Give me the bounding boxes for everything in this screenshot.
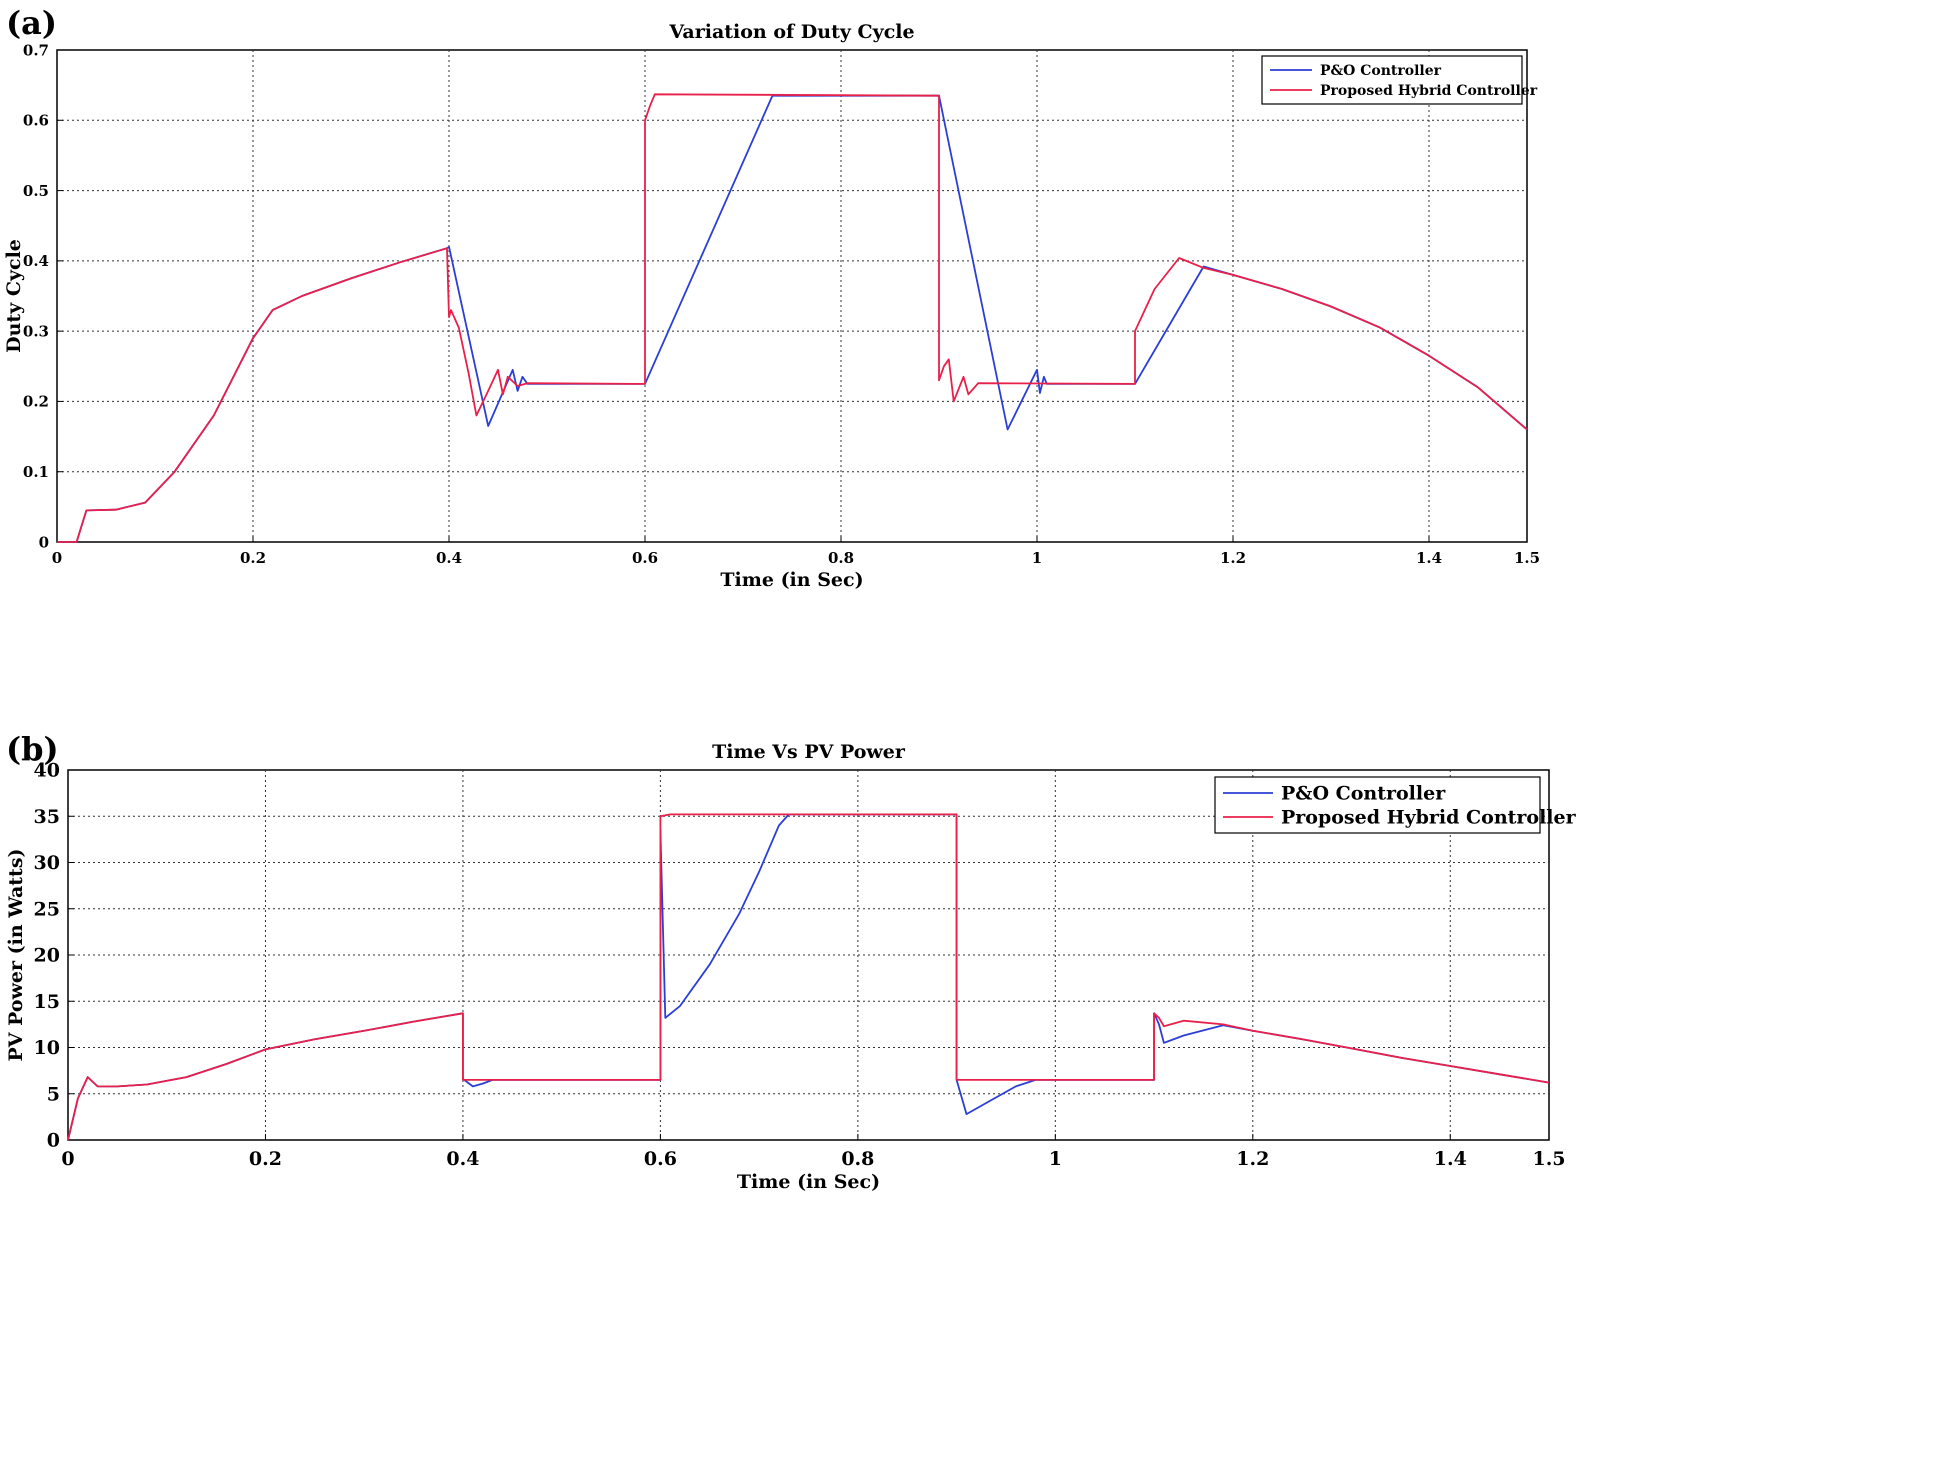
x-axis-label: Time (in Sec) (720, 569, 863, 591)
x-tick-label: 1.2 (1236, 1148, 1269, 1170)
y-tick-label: 20 (34, 945, 60, 967)
chart-panel-b: (b) 0 0.2 0.4 0.6 0.8 1 1.2 1.4 1.5 0 5 10 15 20 25 30 3… (0, 730, 1950, 1480)
legend-box (1261, 55, 1523, 105)
grid (57, 50, 1527, 542)
x-tick-label: 0.6 (632, 549, 658, 567)
y-tick-label: 0.5 (23, 182, 49, 200)
x-tick-label: 0.6 (644, 1148, 677, 1170)
x-tick-label: 1.4 (1416, 549, 1442, 567)
y-tick-label: 0.7 (23, 41, 49, 59)
y-tick-label: 5 (47, 1083, 60, 1105)
panel-label-b: (b) (6, 730, 59, 768)
x-tick-label: 1.5 (1532, 1148, 1565, 1170)
x-tick-label: 1 (1049, 1148, 1062, 1170)
y-tick-label: 0.4 (23, 252, 49, 270)
y-tick-label: 10 (34, 1037, 60, 1059)
chart-title: Variation of Duty Cycle (668, 21, 914, 43)
y-tick-label: 15 (34, 991, 60, 1013)
x-tick-label: 0.4 (436, 549, 462, 567)
legend-box (1214, 776, 1541, 834)
y-tick-label: 30 (34, 852, 60, 874)
legend: P&O Controller Proposed Hybrid Controller (1261, 55, 1538, 105)
panel-label-a: (a) (6, 4, 58, 42)
y-tick-label: 25 (34, 898, 60, 920)
x-tick-label: 0.2 (249, 1148, 282, 1170)
series-line-hybrid-controller (67, 813, 1550, 1141)
x-tick-label: 0 (52, 549, 62, 567)
y-tick-label: 0.2 (23, 393, 49, 411)
plot-area (56, 49, 1528, 543)
duty-cycle-chart: 0 0.2 0.4 0.6 0.8 1 1.2 1.4 1.5 0 0.1 0.2 0.3 0.4 0.5 0… (3, 21, 1540, 591)
y-tick-label: 40 (34, 760, 60, 782)
y-axis-label: PV Power (in Watts) (5, 848, 27, 1061)
x-tick-label: 0.2 (240, 549, 266, 567)
y-tick-label: 35 (34, 806, 60, 828)
y-tick-label: 0.3 (23, 322, 49, 340)
chart-panel-a: (a) 0 0.2 0.4 0.6 0.8 1 1.2 1.4 1.5 0 0.1 0.2 0.3 0.4… (0, 0, 1950, 735)
x-tick-label: 1.4 (1434, 1148, 1467, 1170)
x-tick-label: 0 (61, 1148, 74, 1170)
pv-power-chart: 0 0.2 0.4 0.6 0.8 1 1.2 1.4 1.5 0 5 10 15 20 25 30 35 40 T… (5, 741, 1577, 1193)
x-tick-label: 0.8 (828, 549, 854, 567)
chart-title: Time Vs PV Power (712, 741, 906, 763)
legend-label: P&O Controller (1281, 783, 1446, 805)
x-tick-label: 1.2 (1220, 549, 1246, 567)
x-axis-label: Time (in Sec) (737, 1171, 880, 1193)
y-tick-label: 0 (39, 533, 49, 551)
x-tick-label: 0.8 (841, 1148, 874, 1170)
y-tick-label: 0.1 (23, 463, 49, 481)
series-line-hybrid-controller (57, 93, 1528, 543)
y-tick-label: 0.6 (23, 112, 49, 130)
legend-label: Proposed Hybrid Controller (1281, 807, 1577, 829)
x-tick-label: 1 (1032, 549, 1042, 567)
y-axis-label: Duty Cycle (3, 239, 25, 353)
x-tick-label: 0.4 (446, 1148, 479, 1170)
y-tick-label: 0 (47, 1130, 60, 1152)
legend-label: P&O Controller (1320, 63, 1442, 79)
x-tick-label: 1.5 (1514, 549, 1540, 567)
legend-label: Proposed Hybrid Controller (1320, 83, 1538, 99)
